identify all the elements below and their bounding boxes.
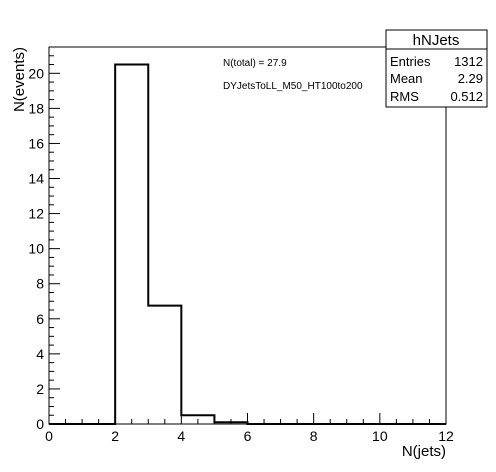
histogram-line [49,63,446,425]
stats-entries-value: 1312 [454,54,483,69]
x-tick-label: 4 [177,428,185,444]
stats-mean-label: Mean [390,71,423,86]
y-tick-label: 0 [36,416,44,432]
x-tick-label: 6 [244,428,252,444]
x-tick-label: 2 [111,428,119,444]
x-tick-label: 12 [438,428,454,444]
x-tick-label: 10 [372,428,388,444]
sample-annotation: DYJetsToLL_M50_HT100to200 [223,81,363,92]
tick-labels: 0 2 4 6 8 10 12 0 2 4 6 8 10 12 14 16 18 20 [28,65,454,444]
y-tick-label: 18 [28,100,44,116]
y-tick-label: 12 [28,206,44,222]
y-tick-label: 4 [36,346,44,362]
x-axis-title: N(jets) [402,443,446,460]
stats-entries-label: Entries [390,54,431,69]
total-annotation: N(total) = 27.9 [223,58,287,69]
y-tick-label: 6 [36,311,44,327]
x-tick-label: 8 [310,428,318,444]
y-tick-label: 14 [28,171,44,187]
y-axis-title: N(events) [11,47,28,112]
y-tick-label: 8 [36,276,44,292]
stats-mean-value: 2.29 [458,71,483,86]
y-tick-label: 20 [28,65,44,81]
stats-box: hNJets Entries 1312 Mean 2.29 RMS 0.512 [385,29,488,108]
stats-rms-label: RMS [390,89,419,104]
stats-rms-value: 0.512 [450,89,483,104]
x-tick-label: 0 [45,428,53,444]
stats-title: hNJets [413,32,460,49]
y-tick-label: 16 [28,135,44,151]
y-tick-label: 2 [36,381,44,397]
y-tick-label: 10 [28,241,44,257]
